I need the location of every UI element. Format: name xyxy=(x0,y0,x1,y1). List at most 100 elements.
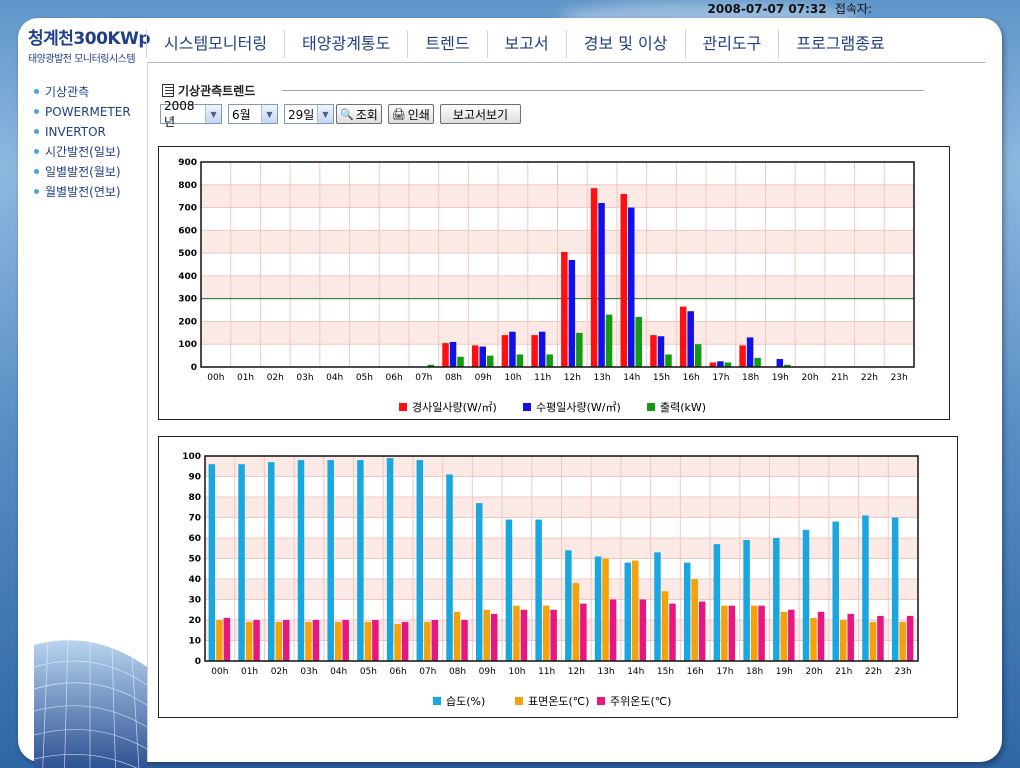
nav-trend[interactable]: 트렌드 xyxy=(407,30,486,58)
sidebar-item-weather[interactable]: 기상관측 xyxy=(34,82,131,102)
bar xyxy=(461,620,468,661)
bar xyxy=(721,605,728,661)
top-nav: 시스템모니터링 태양광계통도 트렌드 보고서 경보 및 이상 관리도구 프로그램… xyxy=(146,26,902,62)
bar xyxy=(758,605,765,661)
bar xyxy=(297,460,305,661)
magnifier-icon: 🔍 xyxy=(340,107,354,121)
top-status-bar: 2008-07-07 07:32 접속자: xyxy=(0,0,1020,18)
notepad-icon xyxy=(162,84,174,97)
section-title: 기상관측트렌드 xyxy=(162,82,255,99)
search-button[interactable]: 🔍 조회 xyxy=(336,104,382,124)
legend-swatch xyxy=(399,403,407,411)
bullet-icon xyxy=(34,189,39,194)
irradiance-chart-svg: 0 100 200 300 400 500 600 700 800 900 00h 01h 02h 03h… xyxy=(178,158,915,414)
bar xyxy=(810,617,817,661)
main-panel: 청계천300KWp 태양광발전 모니터링시스템 시스템모니터링 태양광계통도 트… xyxy=(18,18,1002,768)
bar xyxy=(565,550,572,661)
printer-icon: 🖨 xyxy=(391,107,406,121)
nav-report[interactable]: 보고서 xyxy=(486,30,566,58)
current-datetime: 2008-07-07 07:32 xyxy=(707,2,827,16)
x-tick-label: 23h xyxy=(891,373,908,383)
bar xyxy=(776,359,784,367)
bar xyxy=(694,344,702,367)
bar xyxy=(550,609,557,661)
legend-swatch xyxy=(647,403,655,411)
bar xyxy=(501,335,509,367)
x-tick-label: 09h xyxy=(475,373,492,383)
x-tick-label: 22h xyxy=(861,373,878,383)
humidity-temperature-chart-svg: 0 10 20 30 40 50 60 70 80 90 100 00h 01h 02h 03h 04h 05h… xyxy=(182,452,919,708)
bar xyxy=(788,609,795,661)
y-tick-label: 700 xyxy=(178,204,197,214)
legend-swatch xyxy=(597,697,605,705)
bar xyxy=(561,251,568,367)
y-tick-label: 90 xyxy=(188,473,201,483)
bar xyxy=(590,188,598,367)
view-report-button-label: 보고서보기 xyxy=(452,107,509,122)
sidebar-item-label: POWERMETER xyxy=(45,105,131,119)
bar xyxy=(654,552,661,661)
bar xyxy=(632,560,639,661)
bar xyxy=(542,605,550,661)
bar xyxy=(486,355,494,367)
day-select[interactable]: 29일 ▼ xyxy=(284,104,334,124)
sidebar-item-label: 시간발전(일보) xyxy=(45,145,121,159)
sidebar-item-daily[interactable]: 일별발전(월보) xyxy=(34,162,131,182)
y-tick-label: 50 xyxy=(188,555,201,565)
x-tick-label: 19h xyxy=(772,373,789,383)
bar xyxy=(312,620,320,661)
nav-admin-tools[interactable]: 관리도구 xyxy=(684,30,779,58)
x-tick-label: 06h xyxy=(386,373,403,383)
humidity-temperature-chart: 0 10 20 30 40 50 60 70 80 90 100 00h 01h 02h 03h 04h 05h… xyxy=(158,436,958,718)
x-tick-label: 20h xyxy=(801,373,818,383)
nav-pv-diagram[interactable]: 태양광계통도 xyxy=(284,30,407,58)
x-tick-label: 20h xyxy=(805,667,822,677)
year-select[interactable]: 2008년 ▼ xyxy=(160,99,222,129)
view-report-button[interactable]: 보고서보기 xyxy=(439,104,522,124)
bar xyxy=(253,620,260,661)
bullet-icon xyxy=(34,109,39,114)
bar xyxy=(245,622,253,661)
bar xyxy=(490,613,498,661)
sidebar-item-invertor[interactable]: INVERTOR xyxy=(34,122,131,142)
bar xyxy=(538,331,546,367)
bar xyxy=(357,460,364,661)
bar xyxy=(750,605,758,661)
logo-title: 청계천300KWp xyxy=(28,29,151,49)
x-tick-label: 03h xyxy=(300,667,317,677)
bar xyxy=(877,615,884,661)
bar xyxy=(283,620,290,661)
x-tick-label: 14h xyxy=(627,667,644,677)
bar xyxy=(275,622,283,661)
bar xyxy=(509,331,516,367)
print-button[interactable]: 🖨 인쇄 xyxy=(387,104,434,124)
x-tick-label: 11h xyxy=(538,667,555,677)
sidebar-item-monthly[interactable]: 월별발전(연보) xyxy=(34,182,131,202)
bar xyxy=(208,464,216,661)
bar xyxy=(891,517,899,661)
legend-swatch xyxy=(523,403,531,411)
section-title-text: 기상관측트렌드 xyxy=(178,84,256,98)
logo-subtitle: 태양광발전 모니터링시스템 xyxy=(28,54,136,65)
sidebar-item-label: 일별발전(월보) xyxy=(45,165,121,179)
nav-exit-program[interactable]: 프로그램종료 xyxy=(778,30,901,58)
bar xyxy=(724,362,732,367)
sidebar-item-label: 월별발전(연보) xyxy=(45,185,121,199)
nav-alarm[interactable]: 경보 및 이상 xyxy=(565,30,685,58)
y-tick-label: 0 xyxy=(195,657,201,667)
bar xyxy=(505,519,513,661)
bar xyxy=(661,591,669,661)
bar xyxy=(342,620,349,661)
bar xyxy=(624,562,632,661)
sidebar-item-hourly[interactable]: 시간발전(일보) xyxy=(34,142,131,162)
bar xyxy=(847,613,854,661)
bar xyxy=(416,460,424,661)
x-tick-label: 05h xyxy=(360,667,377,677)
month-select[interactable]: 6월 ▼ xyxy=(228,104,278,124)
bar xyxy=(605,314,613,367)
bar xyxy=(334,622,342,661)
nav-system-monitoring[interactable]: 시스템모니터링 xyxy=(146,30,284,58)
bar xyxy=(483,609,490,661)
x-tick-label: 12h xyxy=(568,667,585,677)
sidebar-item-powermeter[interactable]: POWERMETER xyxy=(34,102,131,122)
